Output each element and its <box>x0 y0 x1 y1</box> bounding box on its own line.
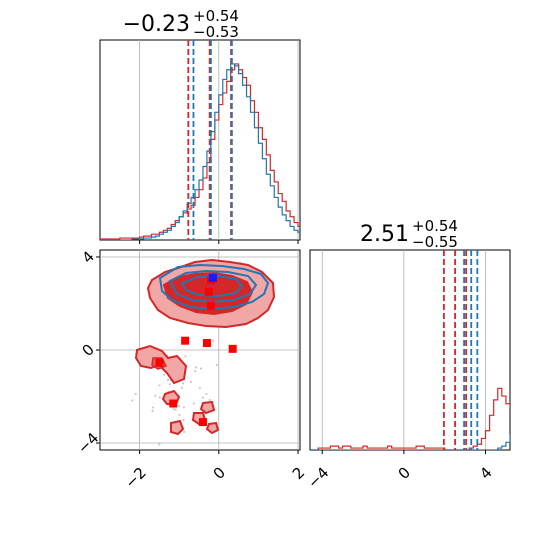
x1-title-upper: +0.54 <box>412 217 458 235</box>
joint-marker-red-5 <box>198 418 207 427</box>
joint-sample-point <box>184 355 187 358</box>
joint-panel: −2 0 2 −404 <box>74 247 308 491</box>
x0-hist-red <box>100 63 300 240</box>
joint-sample-point <box>205 392 208 396</box>
joint-y-tick-label-0: −4 <box>74 429 102 457</box>
joint-sample-point <box>212 339 215 342</box>
x1-title-lower: −0.55 <box>412 233 458 251</box>
x0-marginal-panel: −0.23 +0.54 −0.53 <box>99 7 301 244</box>
joint-sample-point <box>201 396 204 399</box>
joint-sample-point <box>174 408 177 411</box>
joint-sample-point <box>183 430 186 433</box>
x1-hist-blue <box>310 433 510 450</box>
joint-marker-blue-9 <box>208 273 217 282</box>
x0-title-lower: −0.53 <box>193 23 239 41</box>
x0-marginal-title: −0.23 +0.54 −0.53 <box>123 7 239 41</box>
x1-title-main: 2.51 <box>360 222 409 247</box>
x0-hist-blue <box>100 63 300 240</box>
joint-sample-point <box>172 407 175 410</box>
joint-x-tick-labels: −2 0 2 <box>121 464 308 492</box>
joint-sample-point <box>194 370 197 373</box>
joint-sample-point <box>131 399 134 402</box>
x1-marginal-panel: −4 0 4 2.51 +0.54 −0.55 <box>304 217 511 492</box>
x0-marginal-frame <box>99 39 301 241</box>
red-contour-small-2 <box>199 400 216 415</box>
x1-tick-labels: −4 0 4 <box>304 464 496 492</box>
joint-y-tick-label-1: 0 <box>78 340 97 359</box>
joint-sample-point <box>189 380 192 383</box>
joint-marker-red-0 <box>181 336 190 345</box>
joint-marker-red-1 <box>202 339 211 348</box>
joint-sample-point <box>194 366 198 369</box>
joint-sample-point <box>198 387 201 390</box>
blue-contour-mid <box>168 269 258 304</box>
red-contour-small-5 <box>205 421 220 435</box>
joint-sample-point <box>181 382 185 385</box>
joint-sample-point <box>151 406 155 409</box>
joint-x-tick-label-1: 0 <box>210 464 229 483</box>
joint-sample-point <box>180 386 183 389</box>
joint-sample-point <box>192 402 196 405</box>
joint-sample-point <box>162 373 166 376</box>
x1-marginal-title: 2.51 +0.54 −0.55 <box>360 217 458 251</box>
x0-marginal-histograms <box>100 63 300 240</box>
x1-marginal-histograms <box>310 387 510 450</box>
joint-sample-point <box>168 383 172 386</box>
x1-hist-red <box>310 387 510 450</box>
joint-marker-red-8 <box>206 301 215 310</box>
joint-sample-point <box>177 404 181 408</box>
red-contour-small-3 <box>170 419 185 436</box>
joint-sample-point <box>166 378 170 382</box>
x1-quantile-lines <box>442 250 479 450</box>
joint-sample-point <box>178 413 181 416</box>
x0-title-upper: +0.54 <box>193 7 239 25</box>
joint-marker-red-4 <box>169 399 178 408</box>
joint-sample-point <box>158 384 161 387</box>
x0-title-main: −0.23 <box>123 12 190 37</box>
x1-tick-label-0: −4 <box>304 464 332 492</box>
joint-sample-point <box>151 409 154 413</box>
joint-y-tick-labels: −4 0 4 <box>74 247 102 457</box>
x0-marginal-grid <box>139 40 299 244</box>
joint-sample-point <box>199 367 203 370</box>
joint-sample-point <box>182 406 185 409</box>
joint-x-tick-label-0: −2 <box>121 464 149 492</box>
joint-y-tick-label-2: 4 <box>78 247 97 266</box>
x1-tick-label-2: 4 <box>476 464 495 483</box>
joint-sample-point <box>182 419 185 422</box>
joint-markers <box>155 273 237 427</box>
x1-tick-label-1: 0 <box>395 464 414 483</box>
joint-sample-point <box>134 392 137 395</box>
x0-quantile-lines <box>187 40 233 240</box>
joint-marker-red-2 <box>228 344 237 353</box>
joint-sample-point <box>158 443 161 446</box>
joint-sample-point <box>215 363 218 367</box>
x1-marginal-grid <box>321 250 487 454</box>
blue-contour-outer <box>158 263 270 311</box>
joint-sample-point <box>158 396 161 399</box>
joint-sample-point <box>208 398 211 402</box>
x1-marginal-frame <box>309 249 511 451</box>
joint-marker-red-3 <box>155 358 164 367</box>
joint-sample-point <box>154 394 157 397</box>
joint-marker-red-7 <box>204 287 213 296</box>
